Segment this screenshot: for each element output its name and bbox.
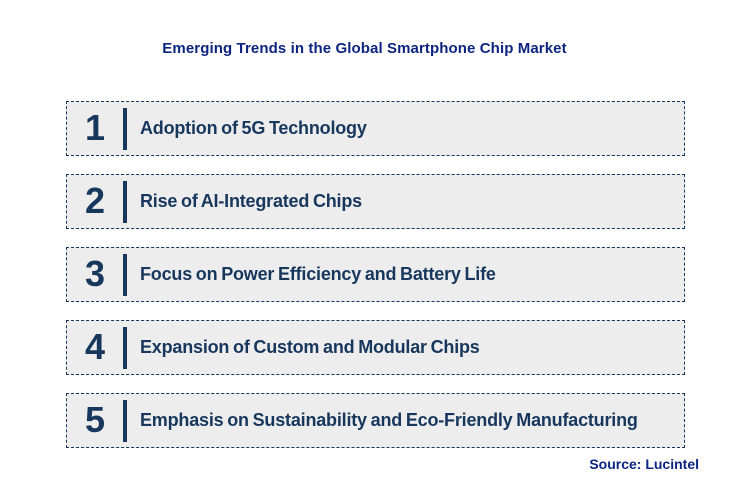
trend-list: 1 Adoption of 5G Technology 2 Rise of AI… <box>66 101 685 448</box>
vertical-divider-bar <box>123 399 127 442</box>
trend-label: Expansion of Custom and Modular Chips <box>140 337 480 357</box>
vertical-divider-bar <box>123 107 127 150</box>
source-label: Source: Lucintel <box>589 456 699 472</box>
trend-label: Focus on Power Efficiency and Battery Li… <box>140 264 496 284</box>
vertical-divider-bar <box>123 253 127 296</box>
page-title: Emerging Trends in the Global Smartphone… <box>162 40 567 57</box>
trend-number: 2 <box>84 179 106 221</box>
trend-label: Emphasis on Sustainability and Eco-Frien… <box>140 410 638 430</box>
trend-label: Adoption of 5G Technology <box>140 118 367 138</box>
trend-item: 3 Focus on Power Efficiency and Battery … <box>66 247 685 302</box>
trend-number: 4 <box>84 325 106 367</box>
trend-item: 1 Adoption of 5G Technology <box>66 101 685 156</box>
trend-item: 2 Rise of AI-Integrated Chips <box>66 174 685 229</box>
trend-item: 4 Expansion of Custom and Modular Chips <box>66 320 685 375</box>
trend-number: 3 <box>84 252 106 294</box>
trend-item: 5 Emphasis on Sustainability and Eco-Fri… <box>66 393 685 448</box>
vertical-divider-bar <box>123 180 127 223</box>
trend-label: Rise of AI-Integrated Chips <box>140 191 362 211</box>
trend-number: 5 <box>84 398 106 440</box>
trend-number: 1 <box>84 106 106 148</box>
vertical-divider-bar <box>123 326 127 369</box>
